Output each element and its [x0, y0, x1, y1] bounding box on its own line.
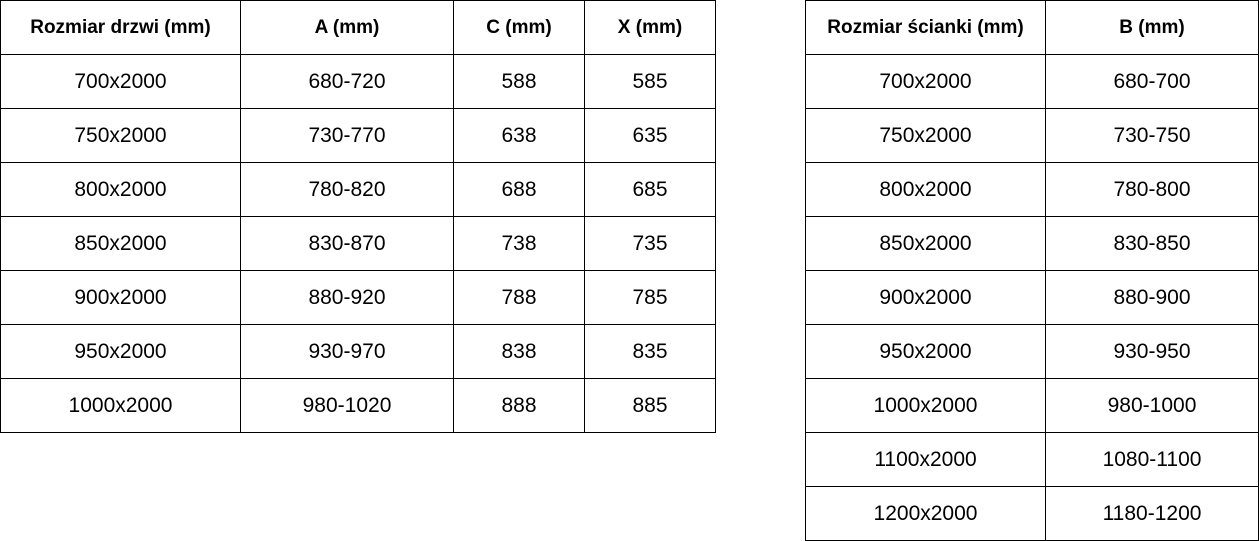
- table-cell: 838: [453, 324, 585, 379]
- table-row: 1000x2000 980-1020 888 885: [0, 378, 716, 433]
- table-cell: 800x2000: [805, 162, 1046, 217]
- table-row: 850x2000 830-870 738 735: [0, 216, 716, 271]
- table-row: 950x2000 930-950: [805, 324, 1259, 379]
- table-cell: 930-970: [240, 324, 454, 379]
- header-door-size: Rozmiar drzwi (mm): [0, 0, 241, 55]
- table-row: 1000x2000 980-1000: [805, 378, 1259, 433]
- table-cell: 930-950: [1045, 324, 1259, 379]
- table-cell: 830-850: [1045, 216, 1259, 271]
- table-row: 900x2000 880-920 788 785: [0, 270, 716, 325]
- table-cell: 950x2000: [805, 324, 1046, 379]
- table-cell: 900x2000: [0, 270, 241, 325]
- table-cell: 1100x2000: [805, 432, 1046, 487]
- table-cell: 685: [584, 162, 716, 217]
- table-cell: 980-1000: [1045, 378, 1259, 433]
- table-cell: 880-900: [1045, 270, 1259, 325]
- table-cell: 735: [584, 216, 716, 271]
- header-wall-size: Rozmiar ścianki (mm): [805, 0, 1046, 55]
- table-cell: 750x2000: [805, 108, 1046, 163]
- table-cell: 900x2000: [805, 270, 1046, 325]
- table-row: 850x2000 830-850: [805, 216, 1259, 271]
- table-row: 1200x2000 1180-1200: [805, 486, 1259, 541]
- table-cell: 850x2000: [0, 216, 241, 271]
- table-cell: 788: [453, 270, 585, 325]
- header-c: C (mm): [453, 0, 585, 55]
- table-row: 700x2000 680-700: [805, 54, 1259, 109]
- table-row: 800x2000 780-820 688 685: [0, 162, 716, 217]
- header-a: A (mm): [240, 0, 454, 55]
- table-cell: 588: [453, 54, 585, 109]
- table-cell: 1080-1100: [1045, 432, 1259, 487]
- table-cell: 888: [453, 378, 585, 433]
- table-cell: 785: [584, 270, 716, 325]
- table-cell: 1000x2000: [805, 378, 1046, 433]
- table-cell: 688: [453, 162, 585, 217]
- table-row: 800x2000 780-800: [805, 162, 1259, 217]
- table-cell: 635: [584, 108, 716, 163]
- table-cell: 700x2000: [805, 54, 1046, 109]
- table-row: 950x2000 930-970 838 835: [0, 324, 716, 379]
- table-cell: 885: [584, 378, 716, 433]
- table-cell: 585: [584, 54, 716, 109]
- door-size-table: Rozmiar drzwi (mm) A (mm) C (mm) X (mm) …: [0, 0, 716, 433]
- table-row: 750x2000 730-770 638 635: [0, 108, 716, 163]
- table-cell: 730-750: [1045, 108, 1259, 163]
- table-cell: 780-820: [240, 162, 454, 217]
- table-row: 1100x2000 1080-1100: [805, 432, 1259, 487]
- table-cell: 880-920: [240, 270, 454, 325]
- table-header-row: Rozmiar drzwi (mm) A (mm) C (mm) X (mm): [0, 0, 716, 55]
- table-cell: 800x2000: [0, 162, 241, 217]
- table-cell: 1000x2000: [0, 378, 241, 433]
- table-cell: 1200x2000: [805, 486, 1046, 541]
- header-x: X (mm): [584, 0, 716, 55]
- table-cell: 980-1020: [240, 378, 454, 433]
- table-cell: 750x2000: [0, 108, 241, 163]
- wall-size-table: Rozmiar ścianki (mm) B (mm) 700x2000 680-…: [805, 0, 1259, 541]
- table-cell: 1180-1200: [1045, 486, 1259, 541]
- table-cell: 835: [584, 324, 716, 379]
- table-row: 750x2000 730-750: [805, 108, 1259, 163]
- table-cell: 738: [453, 216, 585, 271]
- table-row: 700x2000 680-720 588 585: [0, 54, 716, 109]
- table-row: 900x2000 880-900: [805, 270, 1259, 325]
- table-header-row: Rozmiar ścianki (mm) B (mm): [805, 0, 1259, 55]
- table-cell: 680-700: [1045, 54, 1259, 109]
- header-b: B (mm): [1045, 0, 1259, 55]
- table-cell: 730-770: [240, 108, 454, 163]
- table-cell: 950x2000: [0, 324, 241, 379]
- table-cell: 680-720: [240, 54, 454, 109]
- table-cell: 638: [453, 108, 585, 163]
- table-cell: 830-870: [240, 216, 454, 271]
- table-cell: 700x2000: [0, 54, 241, 109]
- table-cell: 850x2000: [805, 216, 1046, 271]
- table-cell: 780-800: [1045, 162, 1259, 217]
